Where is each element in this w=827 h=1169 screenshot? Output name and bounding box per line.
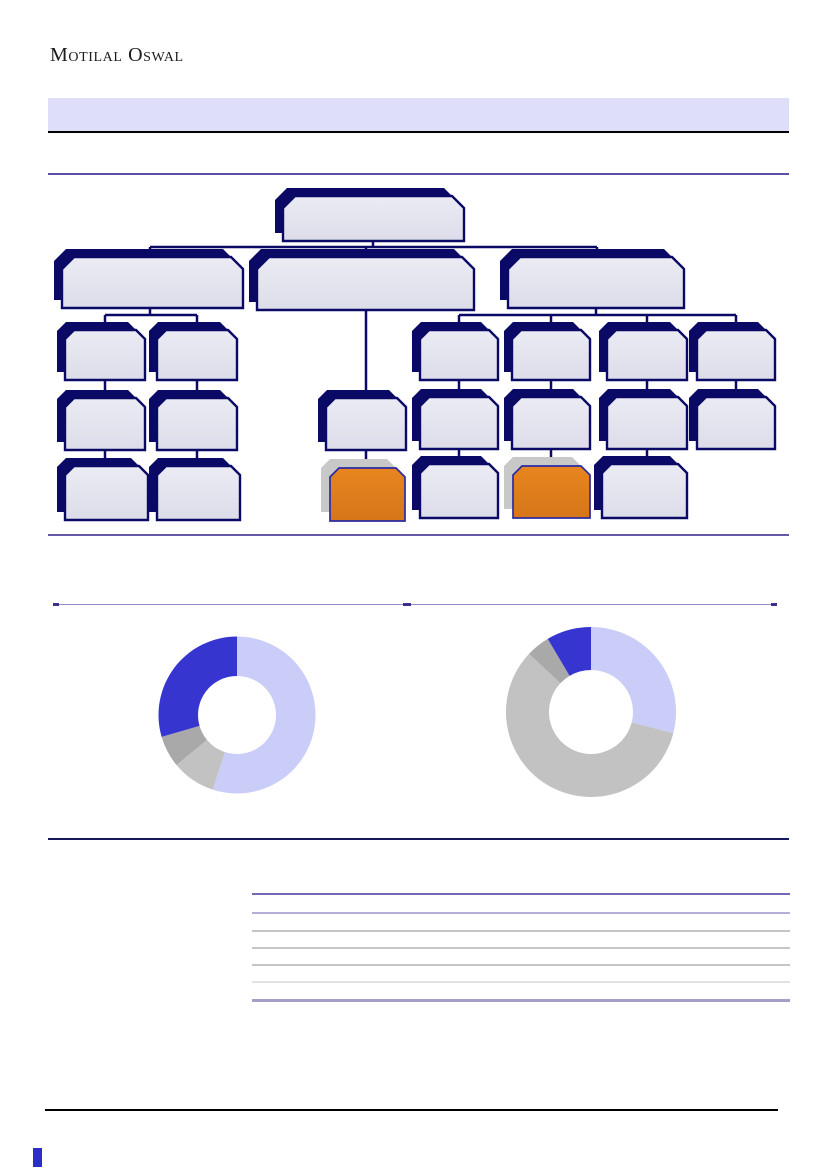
- org-node-left-r2c1: [63, 396, 147, 452]
- table-rule-6: [252, 981, 790, 983]
- org-node-left-r1c1: [63, 328, 147, 382]
- donut-right-segment-2: [505, 653, 674, 797]
- underline-tick-left: [53, 603, 59, 606]
- org-node-root: [281, 194, 466, 243]
- org-node-right-r3c2: [512, 465, 591, 519]
- page-number-marker: [33, 1148, 42, 1167]
- org-node-center-r3: [329, 467, 406, 522]
- chart-title-underline-left: [53, 604, 406, 606]
- underline-tick-right: [771, 603, 777, 606]
- org-node-left-r3c1: [63, 464, 150, 522]
- org-node-right-r3c1: [418, 462, 500, 520]
- header-banner-underline: [48, 131, 789, 134]
- donut-left-segment-3: [161, 725, 207, 766]
- org-node-right-r1c3: [605, 328, 689, 382]
- org-node-l2-center: [255, 255, 476, 312]
- donut-left-segment-1: [212, 636, 316, 794]
- org-node-right-r2c3: [605, 395, 689, 451]
- donut-right-segment-3: [529, 638, 570, 684]
- table-rule-2: [252, 912, 790, 914]
- section-divider-mid: [48, 534, 789, 536]
- donut-left-segment-4: [158, 636, 237, 737]
- org-node-left-r2c2: [155, 396, 239, 452]
- table-rule-1: [252, 893, 790, 895]
- table-rule-3: [252, 930, 790, 932]
- donut-chart-right: [505, 627, 676, 797]
- org-node-right-r1c2: [510, 328, 592, 382]
- donut-right-segment-1: [591, 627, 676, 734]
- donut-chart-left: [158, 636, 316, 794]
- donut-right-segment-4: [547, 627, 591, 676]
- footer-rule: [45, 1109, 778, 1112]
- donut-charts: [158, 627, 676, 797]
- org-node-left-r3c2: [155, 464, 242, 522]
- org-structure-chart: [54, 188, 777, 522]
- chart-title-underline-right: [409, 604, 776, 606]
- org-node-l2-left: [60, 255, 245, 310]
- table-rule-4: [252, 947, 790, 949]
- org-node-right-r2c4: [695, 395, 777, 451]
- table-rule-7: [252, 999, 790, 1002]
- underline-tick-mid: [403, 603, 411, 606]
- donut-left-segment-2: [176, 739, 225, 790]
- section-divider-top: [48, 173, 789, 175]
- brand-logo: Motilal Oswal: [50, 44, 184, 66]
- header-banner: [48, 98, 789, 131]
- org-node-center-r2: [324, 396, 408, 452]
- table-rule-5: [252, 964, 790, 966]
- org-node-right-r2c2: [510, 395, 592, 451]
- org-node-right-r1c4: [695, 328, 777, 382]
- org-node-right-r1c1: [418, 328, 500, 382]
- org-node-right-r2c1: [418, 395, 500, 451]
- org-node-l2-right: [506, 255, 686, 310]
- org-node-left-r1c2: [155, 328, 239, 382]
- org-node-right-r3c3: [600, 462, 689, 520]
- section-divider-bottom: [48, 838, 789, 841]
